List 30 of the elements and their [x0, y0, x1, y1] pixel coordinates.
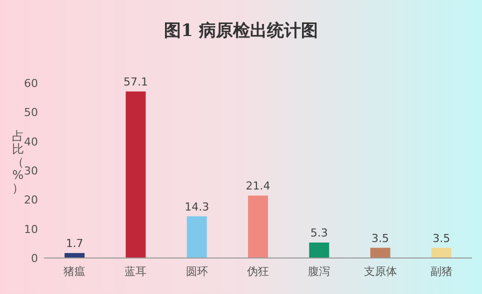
bar — [370, 248, 390, 258]
x-tick-label: 副猪 — [430, 265, 452, 278]
y-tick-label: 10 — [24, 222, 38, 236]
data-label: 3.5 — [372, 232, 390, 245]
bar — [431, 248, 452, 258]
x-tick-label: 伪狂 — [247, 265, 269, 278]
y-tick-label: 30 — [24, 164, 38, 178]
y-tick-label: 0 — [31, 252, 38, 265]
y-tick-label: 40 — [24, 135, 38, 148]
x-tick-label: 蓝耳 — [124, 265, 147, 278]
chart-title: 图1 病原检出统计图 — [164, 21, 318, 41]
data-label: 1.7 — [66, 237, 84, 250]
bar — [126, 91, 146, 258]
x-tick-label: 圆环 — [186, 265, 208, 278]
data-label: 3.5 — [432, 232, 450, 245]
x-tick-label: 支原体 — [364, 265, 397, 278]
x-tick-label: 猪瘟 — [64, 265, 86, 278]
data-label: 21.4 — [246, 180, 270, 193]
bar — [248, 196, 268, 258]
data-label: 14.3 — [184, 200, 210, 214]
bar — [64, 253, 85, 258]
y-axis-title: 占比（%） — [12, 129, 24, 195]
data-label: 57.1 — [123, 75, 148, 88]
data-label: 5.3 — [310, 226, 328, 240]
bar — [309, 242, 330, 258]
y-tick-label: 20 — [24, 194, 38, 207]
bar — [186, 216, 207, 258]
y-tick-label: 60 — [24, 77, 38, 90]
x-tick-label: 腹泻 — [308, 265, 330, 278]
y-tick-label: 50 — [24, 106, 38, 120]
